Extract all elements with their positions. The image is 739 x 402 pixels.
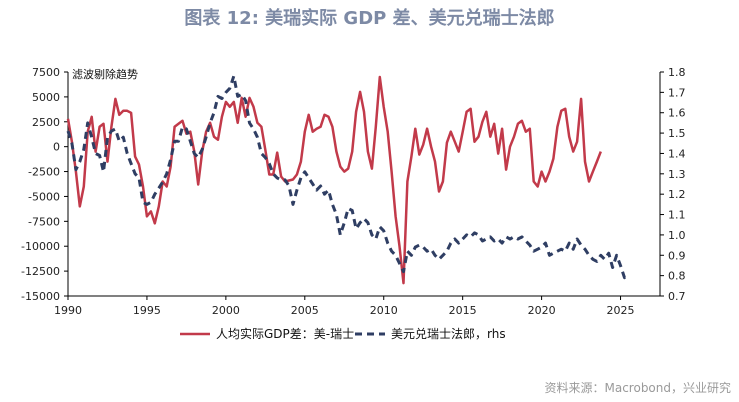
y-tick-label-right: 0.9: [668, 249, 686, 262]
x-tick-label: 2010: [370, 304, 398, 317]
x-tick-label: 2020: [528, 304, 556, 317]
y-tick-label-left: 0: [53, 141, 60, 154]
y-tick-label-right: 1.3: [668, 168, 686, 181]
y-tick-label-left: -5000: [28, 190, 60, 203]
source-note: 资料来源：Macrobond，兴业研究: [544, 381, 732, 395]
y-tick-label-left: 5000: [32, 91, 60, 104]
legend-label-2: 美元兑瑞士法郎，rhs: [391, 327, 506, 341]
y-tick-label-right: 1.0: [668, 229, 686, 242]
y-tick-label-right: 1.2: [668, 188, 686, 201]
y-tick-label-right: 1.4: [668, 147, 686, 160]
x-tick-label: 2015: [449, 304, 477, 317]
x-tick-label: 2000: [212, 304, 240, 317]
x-tick-label: 2025: [607, 304, 635, 317]
y-tick-label-left: -15000: [21, 290, 60, 303]
y-tick-label-left: -7500: [28, 215, 60, 228]
legend-label-1: 人均实际GDP差：美-瑞士: [216, 326, 354, 341]
chart-annotation: 滤波剔除趋势: [72, 67, 138, 81]
series-line-2: [66, 74, 630, 280]
y-tick-label-right: 1.5: [668, 127, 686, 140]
y-tick-label-left: -2500: [28, 166, 60, 179]
y-tick-label-right: 1.8: [668, 66, 686, 79]
chart-title: 图表 12: 美瑞实际 GDP 差、美元兑瑞士法郎: [184, 8, 555, 29]
y-tick-label-right: 1.1: [668, 209, 686, 222]
y-tick-label-left: 2500: [32, 116, 60, 129]
y-tick-label-right: 0.8: [668, 270, 686, 283]
legend: 人均实际GDP差：美-瑞士 美元兑瑞士法郎，rhs: [180, 326, 506, 341]
y-tick-label-right: 1.7: [668, 86, 686, 99]
y-tick-label-left: -10000: [21, 240, 60, 253]
series-line-1: [66, 75, 602, 285]
y-tick-label-left: 7500: [32, 66, 60, 79]
x-tick-label: 1990: [54, 304, 82, 317]
series-group: [66, 74, 630, 285]
x-tick-label: 2005: [291, 304, 319, 317]
axes-group: 7500 5000 2500 0 -2500 -5000 -7500 -10000 -12500…: [21, 66, 685, 317]
x-tick-label: 1995: [133, 304, 161, 317]
y-tick-label-left: -12500: [21, 265, 60, 278]
y-tick-label-right: 1.6: [668, 107, 686, 120]
y-tick-label-right: 0.7: [668, 290, 686, 303]
